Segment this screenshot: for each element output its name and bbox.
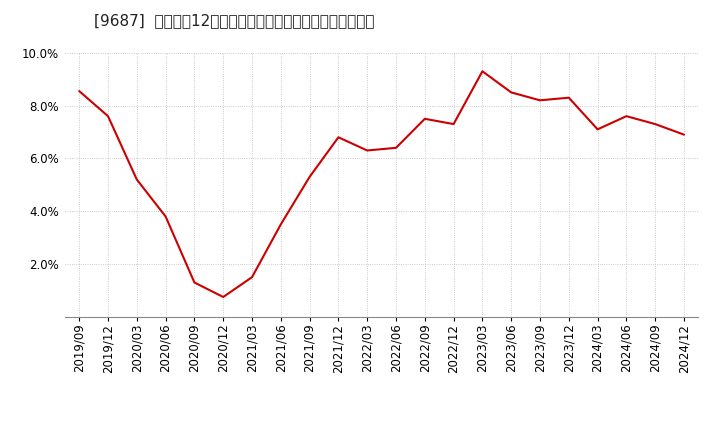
Text: [9687]  売上高の12か月移動合計の対前年同期増減率の推移: [9687] 売上高の12か月移動合計の対前年同期増減率の推移	[94, 13, 374, 28]
